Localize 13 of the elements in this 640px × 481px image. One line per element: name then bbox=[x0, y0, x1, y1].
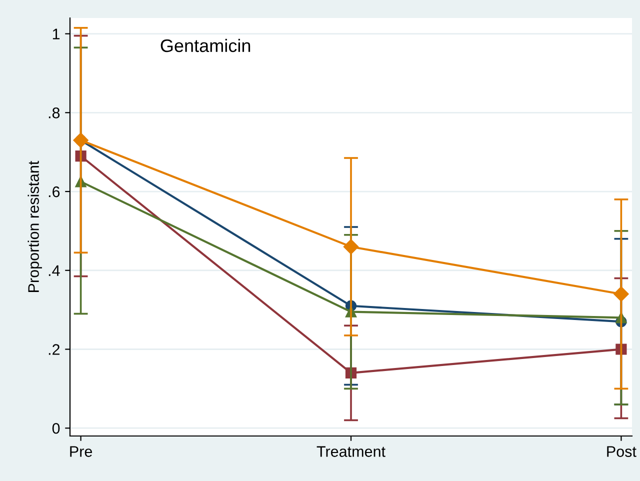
x-tick-label: Post bbox=[607, 446, 636, 457]
x-tick-label: Treatment bbox=[316, 446, 386, 457]
text: Gentamicin bbox=[160, 38, 250, 52]
point bbox=[343, 239, 359, 254]
x-tick-label: Pre bbox=[70, 446, 92, 457]
y-tick-label: .8 bbox=[48, 108, 60, 118]
y-tick-label: .2 bbox=[48, 344, 60, 355]
y-axis-title: Proportion resistant bbox=[28, 160, 42, 292]
point bbox=[614, 286, 629, 302]
y-tick-label: 0 bbox=[52, 422, 60, 434]
y-tick-label: 1 bbox=[52, 28, 60, 40]
y-tick-label: .6 bbox=[48, 186, 60, 198]
y-tick-label: .4 bbox=[48, 265, 60, 276]
